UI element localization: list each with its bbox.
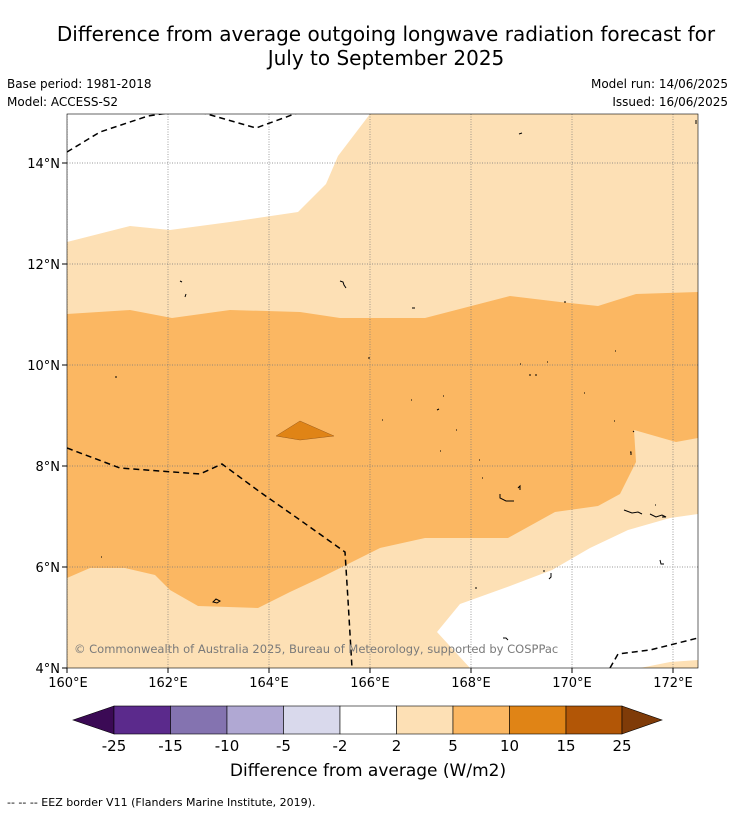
colorbar-tick: -15 bbox=[158, 737, 183, 755]
lon-label: 170°E bbox=[552, 676, 592, 691]
longitude-labels: 160°E 162°E 164°E 166°E 168°E 170°E 172°… bbox=[48, 676, 693, 691]
lat-label: 14°N bbox=[27, 157, 60, 172]
colorbar-tick: -5 bbox=[276, 737, 291, 755]
colorbar-segment bbox=[339, 705, 397, 735]
map-frame bbox=[66, 113, 699, 669]
anomaly-band-neutral-north bbox=[67, 114, 370, 242]
anomaly-band-5-10 bbox=[67, 292, 698, 608]
colorbar-extend-low bbox=[72, 705, 115, 735]
map-title: Difference from average outgoing longwav… bbox=[30, 22, 736, 70]
issued-date: Issued: 16/06/2025 bbox=[612, 95, 728, 109]
colorbar-title: Difference from average (W/m2) bbox=[229, 761, 507, 781]
title-line-1: Difference from average outgoing longwav… bbox=[56, 22, 716, 46]
colorbar-tick: -10 bbox=[215, 737, 240, 755]
lat-label: 12°N bbox=[27, 258, 60, 273]
latitude-labels: 14°N 12°N 10°N 8°N 6°N 4°N bbox=[27, 157, 60, 677]
colorbar: -25 -15 -10 -5 -2 2 5 10 15 25 bbox=[72, 705, 663, 755]
map-plot-area bbox=[67, 114, 698, 668]
lat-label: 4°N bbox=[36, 662, 61, 677]
colorbar-segment bbox=[509, 705, 567, 735]
axis-ticks bbox=[62, 162, 674, 673]
model-run: Model run: 14/06/2025 bbox=[590, 77, 728, 91]
lon-label: 166°E bbox=[350, 676, 390, 691]
colorbar-tick: 2 bbox=[392, 737, 402, 755]
lat-label: 10°N bbox=[27, 359, 60, 374]
lat-label: 6°N bbox=[36, 561, 61, 576]
colorbar-segment bbox=[565, 705, 623, 735]
colorbar-tick: 10 bbox=[500, 737, 519, 755]
eez-legend-note: -- -- -- EEZ border V11 (Flanders Marine… bbox=[7, 796, 316, 809]
colorbar-tick: 25 bbox=[612, 737, 631, 755]
colorbar-segment bbox=[113, 705, 171, 735]
colorbar-segment bbox=[283, 705, 341, 735]
colorbar-tick: -2 bbox=[333, 737, 348, 755]
colorbar-tick: 5 bbox=[448, 737, 458, 755]
anomaly-band-10-15 bbox=[275, 420, 335, 441]
lon-label: 172°E bbox=[653, 676, 693, 691]
lon-label: 162°E bbox=[148, 676, 188, 691]
copyright-notice: © Commonwealth of Australia 2025, Bureau… bbox=[74, 642, 558, 656]
colorbar-segment bbox=[170, 705, 228, 735]
colorbar-ticks: -25 -15 -10 -5 -2 2 5 10 15 25 bbox=[102, 737, 632, 755]
eez-borders bbox=[67, 114, 698, 668]
colorbar-tick: -25 bbox=[102, 737, 127, 755]
meta-left: Base period: 1981-2018 Model: ACCESS-S2 bbox=[7, 75, 152, 111]
lon-label: 160°E bbox=[48, 676, 88, 691]
lon-label: 168°E bbox=[451, 676, 491, 691]
lat-label: 8°N bbox=[36, 460, 61, 475]
colorbar-tick: 15 bbox=[556, 737, 575, 755]
colorbar-segment bbox=[226, 705, 284, 735]
islands bbox=[101, 120, 697, 641]
title-line-2: July to September 2025 bbox=[267, 46, 505, 70]
meta-right: Model run: 14/06/2025 Issued: 16/06/2025 bbox=[591, 75, 728, 111]
model-name: Model: ACCESS-S2 bbox=[7, 95, 119, 109]
graticule bbox=[67, 114, 698, 668]
base-period: Base period: 1981-2018 bbox=[7, 77, 152, 91]
colorbar-extend-high bbox=[621, 705, 663, 735]
colorbar-segment bbox=[396, 705, 454, 735]
anomaly-band-neutral-south bbox=[437, 514, 698, 668]
colorbar-segment bbox=[452, 705, 510, 735]
lon-label: 164°E bbox=[249, 676, 289, 691]
